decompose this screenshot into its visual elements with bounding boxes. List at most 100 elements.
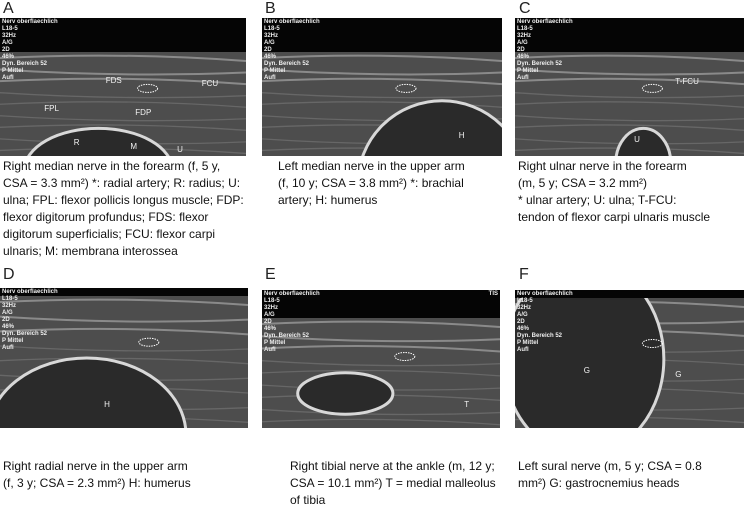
scan-setting: 2D [264, 47, 272, 53]
scan-setting: P Mittel [264, 340, 286, 346]
caption-line: of tibia [290, 493, 326, 506]
image-annotation: T [464, 400, 470, 410]
scan-setting: 46% [264, 54, 277, 60]
scan-setting: Nerv oberflaechlich [2, 19, 58, 25]
scan-setting: A/G [517, 40, 528, 46]
scan-setting: Aufl [2, 75, 14, 81]
scan-setting: P Mittel [264, 68, 286, 74]
ultrasound-image: Nerv oberflaechlich L18-5 32Hz A/G 2D 46% Dyn.… [0, 18, 246, 156]
caption-line: mm²) G: gastrocnemius heads [518, 476, 680, 490]
panel-letter: D [3, 266, 15, 283]
ultrasound-image: Nerv oberflaechlich L18-5 32Hz A/G 2D 46% Dyn.… [515, 290, 744, 428]
scan-setting: A/G [264, 40, 275, 46]
image-annotation: FPL [44, 103, 59, 113]
scan-settings: Nerv oberflaechlich L18-5 32Hz A/G 2D 46% Dyn.… [264, 19, 320, 82]
scan-setting: 2D [517, 319, 525, 325]
ultrasound-image: Nerv oberflaechlich L18-5 32Hz A/G 2D 46% Dyn.… [262, 290, 500, 428]
image-annotation: FDS [105, 75, 122, 85]
panel-letter: E [265, 266, 276, 283]
scan-setting: 46% [2, 54, 15, 60]
image-annotation: G [675, 370, 682, 380]
panel-letter: B [265, 0, 276, 17]
scan-setting: 32Hz [2, 303, 17, 309]
caption-line: (m, 5 y; CSA = 3.2 mm²) [518, 176, 648, 190]
panel-letter: C [519, 0, 531, 17]
scan-setting: Aufl [264, 75, 276, 81]
scan-setting: L18-5 [2, 296, 18, 302]
image-annotation: FDP [135, 107, 152, 117]
scan-setting: Dyn. Bereich 52 [264, 61, 310, 67]
scan-setting: P Mittel [517, 340, 539, 346]
scan-setting: 32Hz [264, 305, 279, 311]
scan-setting: L18-5 [264, 298, 280, 304]
scan-settings: Nerv oberflaechlich L18-5 32Hz A/G 2D 46% Dyn.… [517, 291, 573, 354]
scan-setting: Aufl [2, 345, 14, 351]
caption-line: Right median nerve in the forearm (f, 5 … [3, 159, 221, 173]
scan-setting: L18-5 [517, 26, 533, 32]
caption-line: (f, 10 y; CSA = 3.8 mm²) *: brachial [278, 176, 464, 190]
scan-settings: Nerv oberflaechlich L18-5 32Hz A/G 2D 46% Dyn.… [2, 19, 58, 82]
scan-setting: Nerv oberflaechlich [517, 291, 573, 297]
scan-texture [0, 288, 248, 428]
caption-line: Right ulnar nerve in the forearm [518, 159, 687, 173]
panel-letter: A [3, 0, 14, 17]
scan-setting: P Mittel [517, 68, 539, 74]
caption-line: CSA = 3.3 mm²) *: radial artery; R: radi… [3, 176, 241, 190]
scan-texture [0, 18, 246, 156]
scan-setting: L18-5 [2, 26, 18, 32]
scan-setting: L18-5 [264, 26, 280, 32]
scan-setting: Nerv oberflaechlich [264, 19, 320, 25]
scan-setting: Aufl [517, 347, 529, 353]
caption-line: Left sural nerve (m, 5 y; CSA = 0.8 [518, 459, 702, 473]
caption-line: CSA = 10.1 mm²) T = medial malleolus [290, 476, 496, 490]
scan-setting: A/G [2, 40, 13, 46]
scan-texture [262, 290, 500, 428]
ultrasound-image: Nerv oberflaechlich L18-5 32Hz A/G 2D 46% Dyn.… [515, 18, 744, 156]
scan-setting: 46% [517, 54, 530, 60]
scan-setting: TIS [488, 291, 498, 297]
caption-line: flexor digitorum profundus; FDS: flexor [3, 210, 209, 224]
caption-line: artery; H: humerus [278, 193, 378, 207]
scan-setting: 46% [2, 324, 15, 330]
scan-setting: 46% [517, 326, 530, 332]
scan-setting: A/G [264, 312, 275, 318]
scan-settings: Nerv oberflaechlich L18-5 32Hz A/G 2D 46% Dyn.… [264, 291, 320, 354]
scan-setting: Dyn. Bereich 52 [2, 331, 48, 337]
scan-setting: 32Hz [264, 33, 279, 39]
caption-line: digitorum superficialis; FCU: flexor car… [3, 227, 216, 241]
scan-setting: 32Hz [517, 33, 532, 39]
caption-line: * ulnar artery; U: ulna; T-FCU: [518, 193, 677, 207]
scan-texture [515, 18, 744, 156]
image-annotation: T-FCU [675, 77, 699, 87]
scan-setting: 32Hz [517, 305, 532, 311]
image-annotation: H [458, 131, 465, 141]
image-annotation: G [583, 365, 590, 375]
scan-settings: Nerv oberflaechlich L18-5 32Hz A/G 2D 46% Dyn.… [2, 289, 58, 352]
caption-line: Right radial nerve in the upper arm [3, 459, 188, 473]
image-annotation: U [634, 135, 640, 145]
scan-setting: Dyn. Bereich 52 [517, 61, 563, 67]
scan-setting: Dyn. Bereich 52 [264, 333, 310, 339]
scan-setting: 2D [2, 47, 10, 53]
image-annotation: M [130, 142, 138, 152]
scan-setting: Dyn. Bereich 52 [517, 333, 563, 339]
caption-line: Right tibial nerve at the ankle (m, 12 y… [290, 459, 495, 473]
caption-line: ulna; FPL: flexor pollicis longus muscle… [3, 193, 244, 207]
scan-setting: 46% [264, 326, 277, 332]
scan-setting: L18-5 [517, 298, 533, 304]
scan-setting: A/G [517, 312, 528, 318]
ultrasound-image: Nerv oberflaechlich L18-5 32Hz A/G 2D 46% Dyn.… [0, 288, 248, 428]
image-annotation: U [177, 144, 183, 154]
image-annotation: R [73, 138, 80, 148]
scan-texture [515, 290, 744, 428]
image-annotation: FCU [201, 78, 219, 88]
scan-setting: Dyn. Bereich 52 [2, 61, 48, 67]
ultrasound-image: Nerv oberflaechlich L18-5 32Hz A/G 2D 46% Dyn.… [262, 18, 502, 156]
scan-setting: P Mittel [2, 338, 24, 344]
image-annotation: H [104, 400, 110, 409]
scan-settings: Nerv oberflaechlich L18-5 32Hz A/G 2D 46% Dyn.… [517, 19, 573, 82]
scan-setting: 2D [517, 47, 525, 53]
scan-texture [262, 18, 502, 156]
caption-line: Left median nerve in the upper arm [278, 159, 465, 173]
